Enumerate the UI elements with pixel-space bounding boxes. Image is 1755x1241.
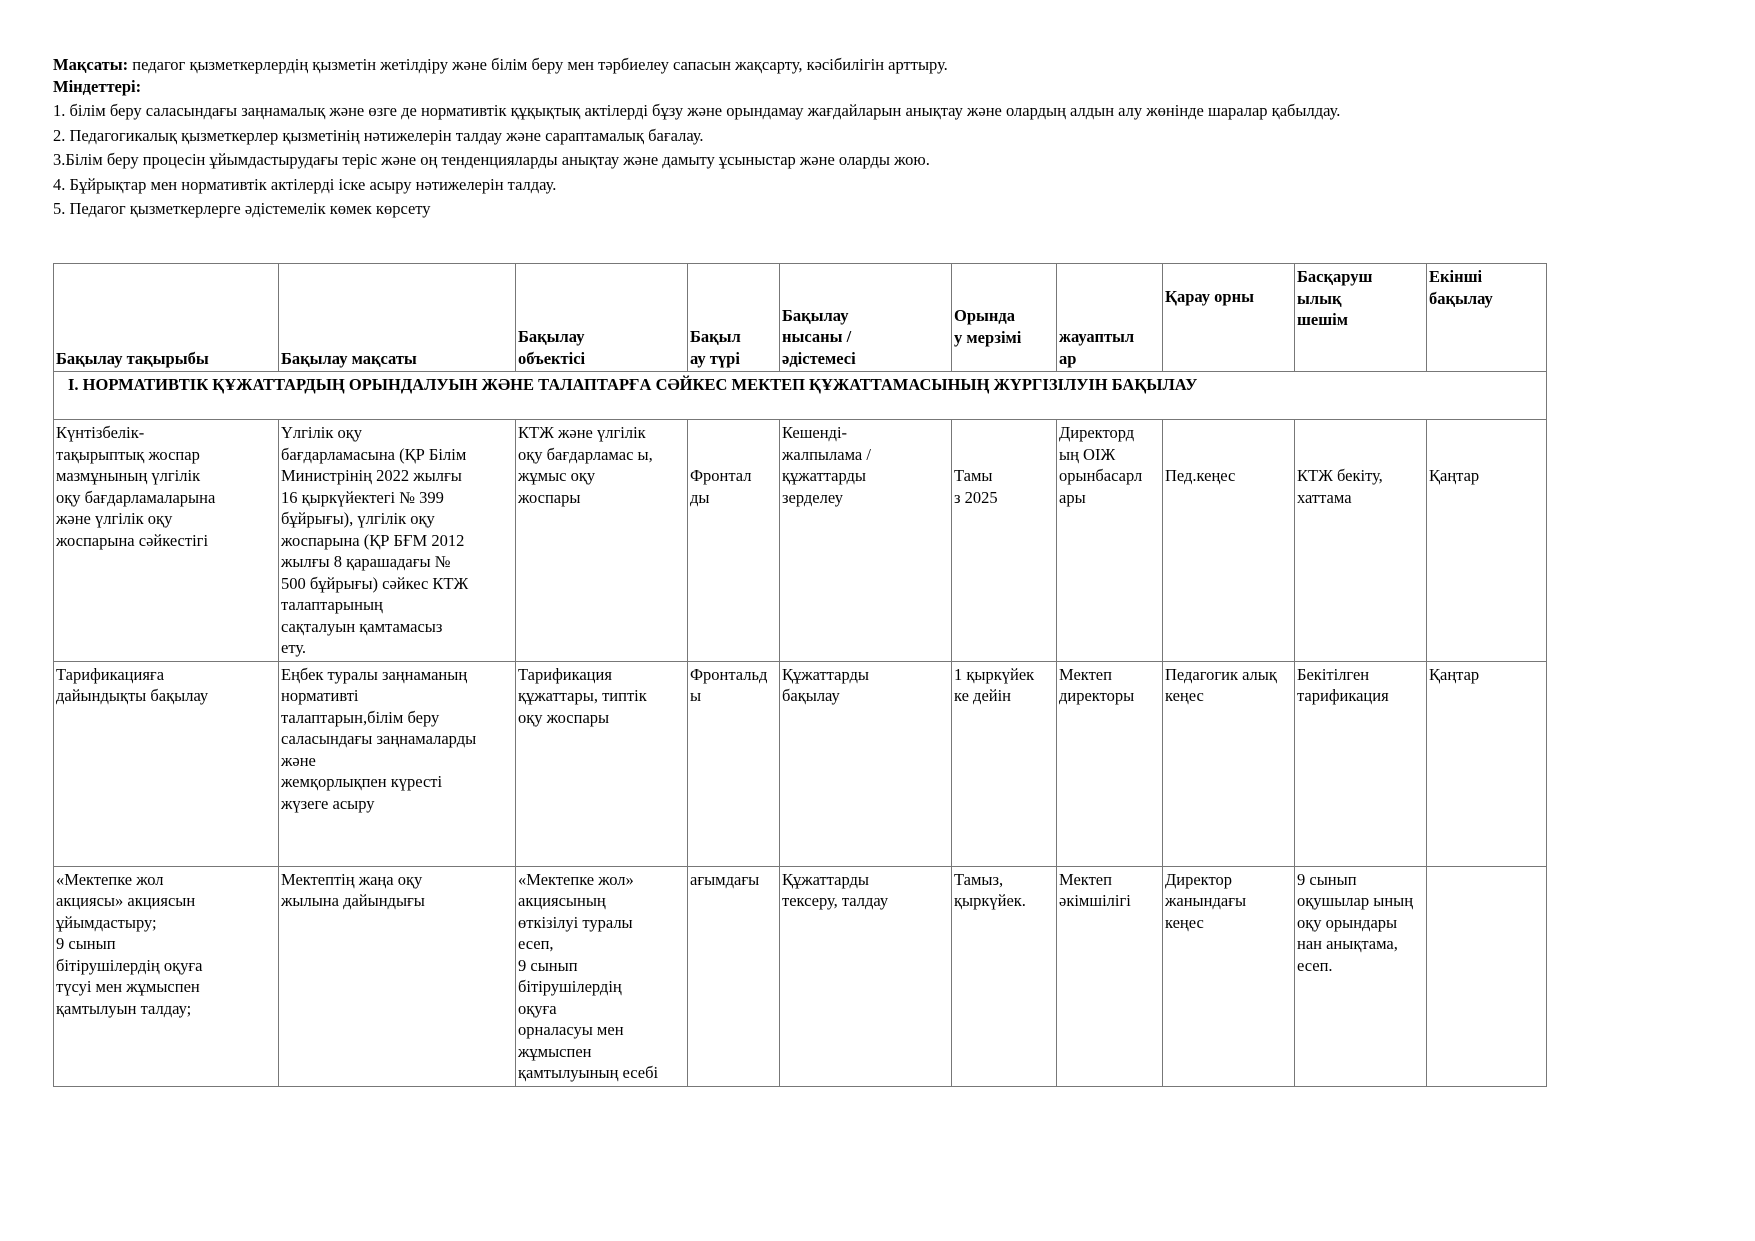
header-row: Бақылау тақырыбы Бақылау мақсаты Бақылау… <box>53 263 1547 372</box>
table-row: Тарификацияға дайындықты бақылау Еңбек т… <box>53 660 1547 867</box>
table-cell: «Мектепке жол акциясы» акциясын ұйымдаст… <box>53 865 279 1087</box>
header-cell: Бақылау мақсаты <box>278 263 516 372</box>
header-cell: Орында у мерзімі <box>951 263 1057 372</box>
tasks-label: Міндеттері: <box>53 76 142 96</box>
table-cell: Фронтал ды <box>687 419 780 662</box>
task-item: 3.Білім беру процесін ұйымдастырудағы те… <box>53 150 930 169</box>
header-cell: Қарау орны <box>1162 263 1295 372</box>
table-cell: Күнтізбелік- тақырыптық жоспар мазмұныны… <box>53 419 279 662</box>
table-cell: Тамыз, қыркүйек. <box>951 865 1057 1087</box>
header-cell: Бақылау нысаны / әдістемесі <box>779 263 952 372</box>
header-cell: Бақыл ау түрі <box>687 263 780 372</box>
table-cell: Тарификация құжаттары, типтік оқу жоспар… <box>515 660 688 867</box>
table-cell: Тамы з 2025 <box>951 419 1057 662</box>
table-cell: Кешенді- жалпылама / құжаттарды зерделеу <box>779 419 952 662</box>
section-title: І. НОРМАТИВТІК ҚҰЖАТТАРДЫҢ ОРЫНДАЛУЫН ЖӘ… <box>53 371 1547 420</box>
table-cell: Директорд ың ОІЖ орынбасарл ары <box>1056 419 1163 662</box>
task-item: 2. Педагогикалық қызметкерлер қызметінің… <box>53 125 704 145</box>
table-cell <box>1426 865 1547 1087</box>
table-cell: Құжаттарды тексеру, талдау <box>779 865 952 1087</box>
table-cell: КТЖ және үлгілік оқу бағдарламас ы, жұмы… <box>515 419 688 662</box>
section-row: І. НОРМАТИВТІК ҚҰЖАТТАРДЫҢ ОРЫНДАЛУЫН ЖӘ… <box>53 371 1547 420</box>
table-cell: Мектептің жаңа оқу жылына дайындығы <box>278 865 516 1087</box>
header-cell: Басқаруш ылық шешім <box>1294 263 1427 372</box>
table-cell: 1 қыркүйек ке дейін <box>951 660 1057 867</box>
control-plan-table: Бақылау тақырыбы Бақылау мақсаты Бақылау… <box>53 263 1547 1087</box>
table-cell: Құжаттарды бақылау <box>779 660 952 867</box>
intro-section: Мақсаты: педагог қызметкерлердің қызметі… <box>53 54 1533 220</box>
task-item: 1. білім беру саласындағы заңнамалық жән… <box>53 101 1341 120</box>
table-cell: ағымдағы <box>687 865 780 1087</box>
table-cell: Мектеп әкімшілігі <box>1056 865 1163 1087</box>
table-cell: Үлгілік оқу бағдарламасына (ҚР Білім Мин… <box>278 419 516 662</box>
goal-label: Мақсаты: <box>53 55 129 74</box>
header-cell: Екінші бақылау <box>1426 263 1547 372</box>
header-cell: Бақылау объектісі <box>515 263 688 372</box>
table-cell: Тарификацияға дайындықты бақылау <box>53 660 279 867</box>
task-item: 4. Бұйрықтар мен нормативтік актілерді і… <box>53 174 557 194</box>
table-cell: Пед.кеңес <box>1162 419 1295 662</box>
table-cell: Педагогик алық кеңес <box>1162 660 1295 867</box>
goal-paragraph: Мақсаты: педагог қызметкерлердің қызметі… <box>53 54 1533 76</box>
table-cell: «Мектепке жол» акциясының өткізілуі тура… <box>515 865 688 1087</box>
tasks-heading: Міндеттері: <box>53 76 1533 98</box>
header-cell: жауаптыл ар <box>1056 263 1163 372</box>
goal-text: педагог қызметкерлердің қызметін жетілді… <box>128 55 948 74</box>
table-cell: Мектеп директоры <box>1056 660 1163 867</box>
table-cell: Қаңтар <box>1426 660 1547 867</box>
task-item: 5. Педагог қызметкерлерге әдістемелік кө… <box>53 199 431 218</box>
table-cell: Еңбек туралы заңнаманың нормативті талап… <box>278 660 516 867</box>
table-cell: Қаңтар <box>1426 419 1547 662</box>
table-row: «Мектепке жол акциясы» акциясын ұйымдаст… <box>53 865 1547 1087</box>
table-cell: 9 сынып оқушылар ының оқу орындары нан а… <box>1294 865 1427 1087</box>
table-cell: Директор жанындағы кеңес <box>1162 865 1295 1087</box>
table-cell: Фронтальд ы <box>687 660 780 867</box>
table-cell: КТЖ бекіту, хаттама <box>1294 419 1427 662</box>
header-cell: Бақылау тақырыбы <box>53 263 279 372</box>
table-cell: Бекітілген тарификация <box>1294 660 1427 867</box>
table-row: Күнтізбелік- тақырыптық жоспар мазмұныны… <box>53 419 1547 662</box>
